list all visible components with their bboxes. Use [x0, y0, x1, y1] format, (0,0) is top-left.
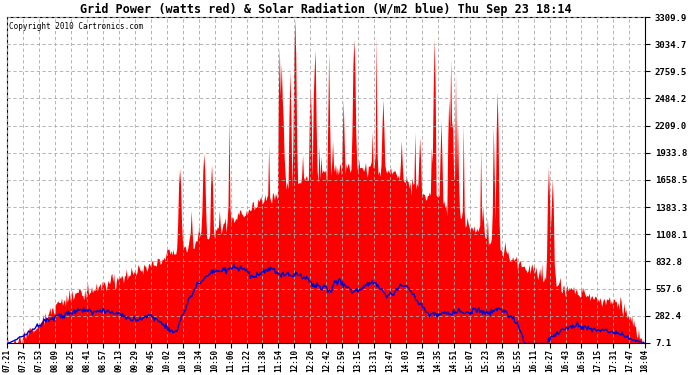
- Text: Copyright 2010 Cartronics.com: Copyright 2010 Cartronics.com: [8, 22, 143, 31]
- Title: Grid Power (watts red) & Solar Radiation (W/m2 blue) Thu Sep 23 18:14: Grid Power (watts red) & Solar Radiation…: [81, 3, 572, 16]
